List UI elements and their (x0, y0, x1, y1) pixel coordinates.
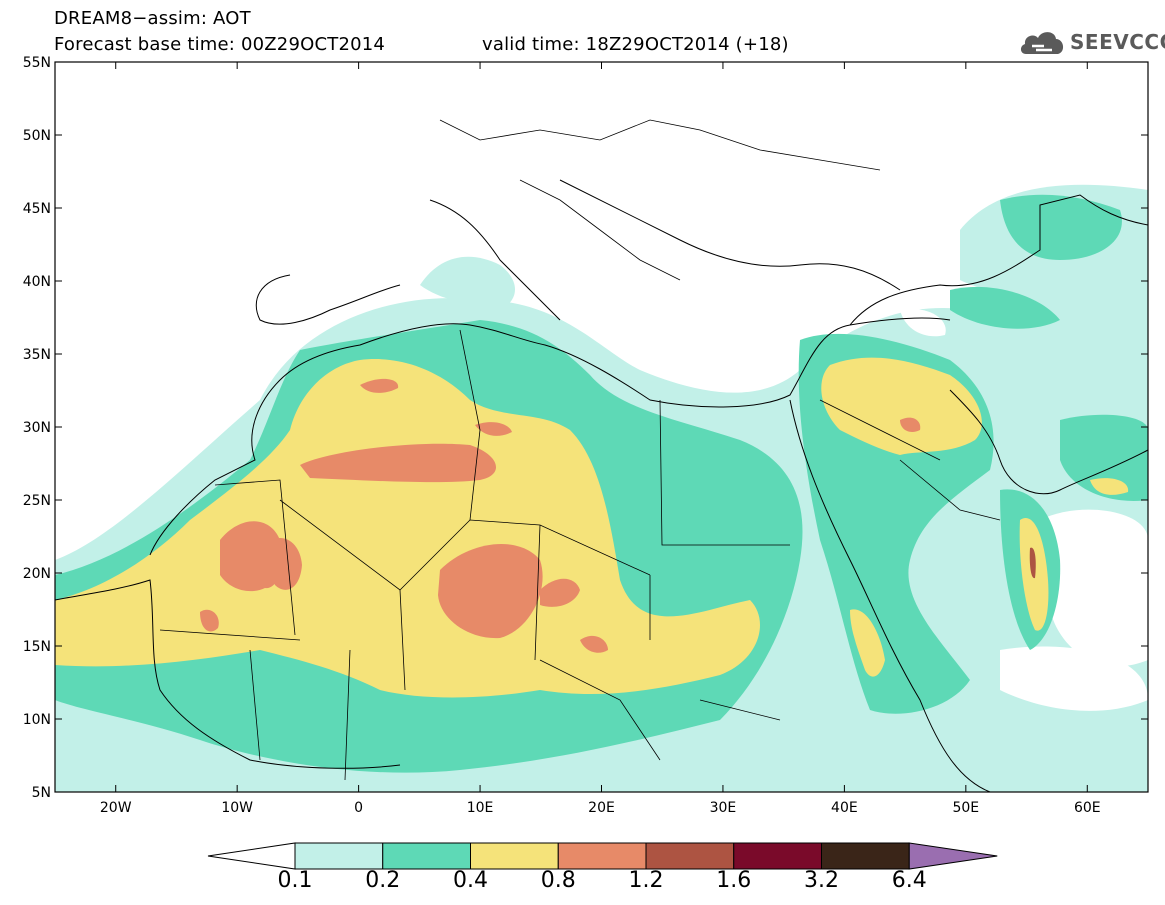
aot-field (55, 62, 1148, 792)
lat-label: 20N (23, 566, 51, 582)
lon-label: 10W (221, 800, 253, 816)
colorbar-label: 0.4 (453, 868, 488, 893)
lat-label: 30N (23, 420, 51, 436)
colorbar-label: 1.2 (628, 868, 664, 893)
lon-label: 20W (100, 800, 132, 816)
lat-label: 55N (23, 55, 51, 71)
aot-level-0-4 (55, 357, 1129, 698)
lon-label: 40E (831, 800, 858, 816)
colorbar (207, 842, 998, 870)
colorbar-label: 0.1 (277, 868, 313, 893)
aot-level-0-8 (200, 378, 921, 653)
colorbar-label: 6.4 (891, 868, 927, 893)
lat-label: 5N (32, 785, 51, 801)
colorbar-high-triangle (908, 842, 998, 870)
colorbar-box (557, 842, 647, 870)
lon-label: 30E (710, 800, 737, 816)
valid-time: valid time: 18Z29OCT2014 (+18) (482, 34, 789, 55)
colorbar-label: 1.6 (716, 868, 752, 893)
colorbar-label: 3.2 (804, 868, 839, 893)
colorbar-box (294, 842, 384, 870)
aot-level-1-2 (1029, 547, 1036, 579)
lon-label: 50E (952, 800, 979, 816)
lat-label: 45N (23, 201, 51, 217)
lon-label: 20E (588, 800, 615, 816)
lat-label: 35N (23, 347, 51, 363)
lat-label: 50N (23, 128, 51, 144)
colorbar-label: 0.2 (365, 868, 401, 893)
colorbar-low-triangle (207, 842, 296, 870)
lon-label: 60E (1074, 800, 1101, 816)
lat-label: 40N (23, 274, 51, 290)
political-borders (159, 119, 1001, 781)
map-title: DREAM8−assim: AOT (54, 8, 251, 29)
country-borders (55, 179, 1148, 792)
colorbar-box (733, 842, 822, 870)
logo-text: SEEVCCC (1070, 30, 1165, 54)
forecast-base-time: Forecast base time: 00Z29OCT2014 (54, 34, 386, 55)
cloud-icon (1020, 32, 1064, 54)
colorbar-box (382, 842, 471, 870)
colorbar-box (645, 842, 735, 870)
latitude-axis: 55N 50N 45N 40N 35N 30N 25N 20N 15N 10N 5N (23, 55, 1148, 801)
longitude-axis: 20W 10W 0 10E 20E 30E 40E 50E 60E (100, 62, 1101, 816)
seevccc-logo: SEEVCCC (1018, 24, 1165, 60)
colorbar-box (470, 842, 559, 870)
colorbar-label: 0.8 (540, 868, 576, 893)
lon-label: 10E (467, 800, 494, 816)
lat-label: 10N (23, 712, 51, 728)
lat-label: 15N (23, 639, 51, 655)
lon-label: 0 (354, 800, 363, 816)
lat-label: 25N (23, 493, 51, 509)
colorbar-box (821, 842, 910, 870)
